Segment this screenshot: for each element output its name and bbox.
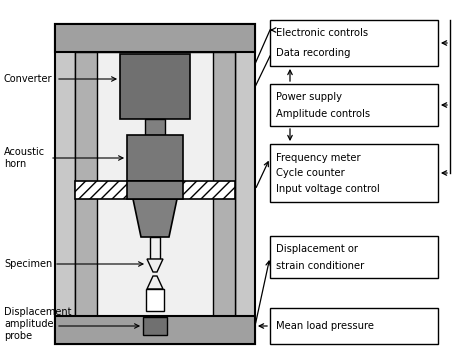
Bar <box>146 289 164 311</box>
Text: Cycle counter: Cycle counter <box>276 168 345 178</box>
Bar <box>75 181 235 199</box>
Text: strain conditioner: strain conditioner <box>276 261 364 271</box>
Bar <box>270 308 438 344</box>
Text: Specimen: Specimen <box>4 259 52 269</box>
Text: probe: probe <box>4 331 32 341</box>
Text: amplitude: amplitude <box>4 319 54 329</box>
Text: Power supply: Power supply <box>276 92 342 102</box>
Bar <box>145 119 165 135</box>
Bar <box>270 236 438 278</box>
Text: Data recording: Data recording <box>276 48 350 58</box>
Polygon shape <box>147 276 163 289</box>
Text: Input voltage control: Input voltage control <box>276 184 380 194</box>
Bar <box>55 316 255 344</box>
Bar <box>75 52 97 316</box>
Bar <box>75 52 235 316</box>
Text: Displacement or: Displacement or <box>276 244 358 254</box>
Bar <box>143 317 167 335</box>
Text: Acoustic: Acoustic <box>4 147 45 157</box>
Bar <box>127 181 183 199</box>
Bar <box>150 237 160 259</box>
Text: Electronic controls: Electronic controls <box>276 28 368 38</box>
Bar <box>127 135 183 181</box>
Bar <box>270 84 438 126</box>
Bar <box>270 20 438 66</box>
Bar <box>55 24 255 344</box>
Bar <box>55 24 255 52</box>
Text: horn: horn <box>4 159 26 169</box>
Bar <box>120 54 190 119</box>
Bar <box>213 52 235 316</box>
Text: Frequency meter: Frequency meter <box>276 153 361 163</box>
Text: Displacement: Displacement <box>4 307 72 317</box>
Bar <box>270 144 438 202</box>
Text: Amplitude controls: Amplitude controls <box>276 109 370 119</box>
Text: Mean load pressure: Mean load pressure <box>276 321 374 331</box>
Text: Converter: Converter <box>4 74 53 84</box>
Polygon shape <box>133 199 177 237</box>
Polygon shape <box>147 259 163 272</box>
